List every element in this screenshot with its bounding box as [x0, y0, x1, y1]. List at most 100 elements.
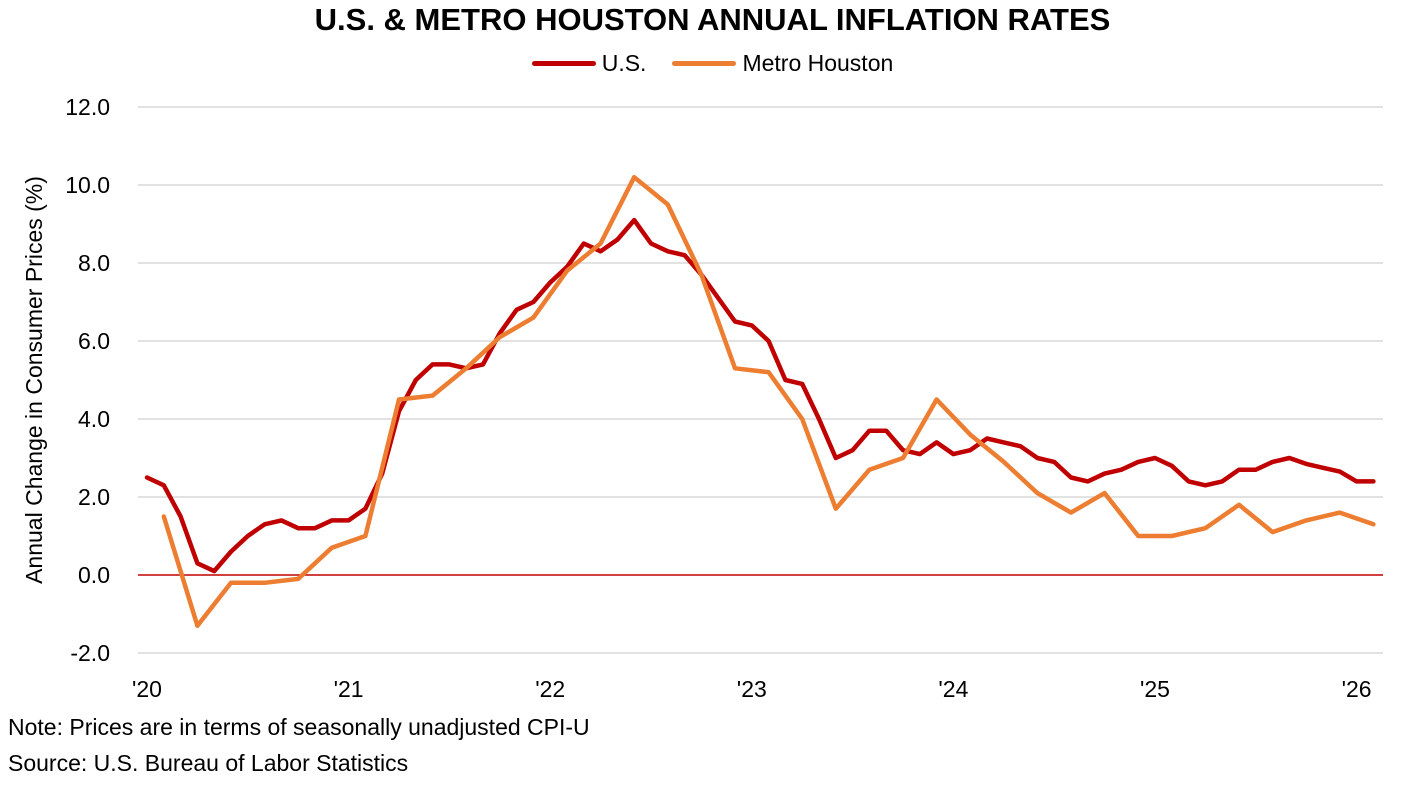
data-point — [515, 308, 519, 312]
data-point — [1086, 479, 1090, 483]
data-point — [162, 515, 166, 519]
series — [144, 174, 1376, 628]
data-point — [313, 526, 317, 530]
data-point — [834, 507, 838, 511]
legend-swatch-houston — [672, 61, 737, 66]
y-tick-label: 8.0 — [78, 250, 110, 276]
data-point — [531, 316, 535, 320]
y-tick-label: 6.0 — [78, 328, 110, 354]
data-point — [1254, 468, 1258, 472]
data-point — [1052, 460, 1056, 464]
x-tick-label: '25 — [1140, 676, 1170, 702]
y-axis-label: Annual Change in Consumer Prices (%) — [21, 176, 47, 584]
data-point — [632, 218, 636, 222]
data-point — [431, 394, 435, 398]
data-point — [599, 242, 603, 246]
data-point — [632, 175, 636, 179]
data-point — [263, 581, 267, 585]
data-point — [1035, 491, 1039, 495]
data-point — [1371, 522, 1375, 526]
x-axis-ticks: '20 '21 '22 '23 '24 '25 '26 — [132, 676, 1372, 702]
data-point — [968, 448, 972, 452]
data-point — [195, 561, 199, 565]
data-point — [1237, 503, 1241, 507]
data-point — [666, 203, 670, 207]
gridlines — [138, 106, 1383, 654]
data-point — [615, 238, 619, 242]
chart-note: Note: Prices are in terms of seasonally … — [8, 714, 590, 740]
data-point — [834, 456, 838, 460]
data-point — [968, 433, 972, 437]
data-point — [783, 378, 787, 382]
chart-title: U.S. & METRO HOUSTON ANNUAL INFLATION RA… — [314, 2, 1111, 37]
data-point — [733, 366, 737, 370]
data-point — [1203, 526, 1207, 530]
data-point — [1220, 479, 1224, 483]
data-point — [565, 269, 569, 273]
y-axis-ticks: -2.0 0.0 2.0 4.0 6.0 8.0 10.0 12.0 — [65, 94, 110, 666]
data-point — [212, 569, 216, 573]
y-tick-label: 10.0 — [65, 172, 110, 198]
data-point — [1170, 464, 1174, 468]
data-point — [1338, 470, 1342, 474]
data-point — [666, 249, 670, 253]
data-point — [1103, 472, 1107, 476]
data-point — [1371, 479, 1375, 483]
data-point — [649, 242, 653, 246]
data-point — [246, 534, 250, 538]
data-point — [229, 550, 233, 554]
data-point — [481, 362, 485, 366]
data-point — [750, 323, 754, 327]
data-point — [867, 468, 871, 472]
data-point — [1069, 511, 1073, 515]
data-point — [1035, 456, 1039, 460]
data-point — [1304, 518, 1308, 522]
data-point — [1002, 460, 1006, 464]
series-metro-houston — [161, 174, 1376, 628]
data-point — [1287, 456, 1291, 460]
data-point — [1304, 462, 1308, 466]
data-point — [397, 398, 401, 402]
legend-swatch-us — [531, 61, 596, 66]
data-point — [1321, 466, 1325, 470]
data-point — [951, 452, 955, 456]
y-tick-label: 4.0 — [78, 406, 110, 432]
data-point — [1136, 534, 1140, 538]
data-point — [498, 335, 502, 339]
data-point — [1002, 440, 1006, 444]
legend-item-houston: Metro Houston — [672, 50, 893, 77]
x-tick-label: '22 — [535, 676, 565, 702]
data-point — [1338, 511, 1342, 515]
data-point — [195, 624, 199, 628]
legend-item-us: U.S. — [531, 50, 646, 77]
data-point — [1355, 479, 1359, 483]
data-point — [145, 476, 149, 480]
data-point — [363, 507, 367, 511]
data-point — [1136, 460, 1140, 464]
data-point — [447, 362, 451, 366]
data-point — [1069, 476, 1073, 480]
data-point — [296, 526, 300, 530]
data-point — [867, 429, 871, 433]
data-point — [582, 242, 586, 246]
series-line-us — [144, 217, 1376, 574]
x-tick-label: '24 — [938, 676, 968, 702]
data-point — [884, 429, 888, 433]
data-point — [1019, 444, 1023, 448]
data-point — [414, 378, 418, 382]
x-tick-label: '20 — [132, 676, 162, 702]
data-point — [733, 320, 737, 324]
data-point — [464, 366, 468, 370]
data-point — [531, 300, 535, 304]
chart-source: Source: U.S. Bureau of Labor Statistics — [8, 750, 409, 776]
data-point — [985, 437, 989, 441]
data-point — [363, 534, 367, 538]
data-point — [716, 296, 720, 300]
data-point — [279, 518, 283, 522]
data-point — [851, 448, 855, 452]
data-point — [296, 577, 300, 581]
data-point — [800, 417, 804, 421]
series-us — [144, 217, 1376, 574]
y-tick-label: 2.0 — [78, 484, 110, 510]
data-point — [817, 417, 821, 421]
